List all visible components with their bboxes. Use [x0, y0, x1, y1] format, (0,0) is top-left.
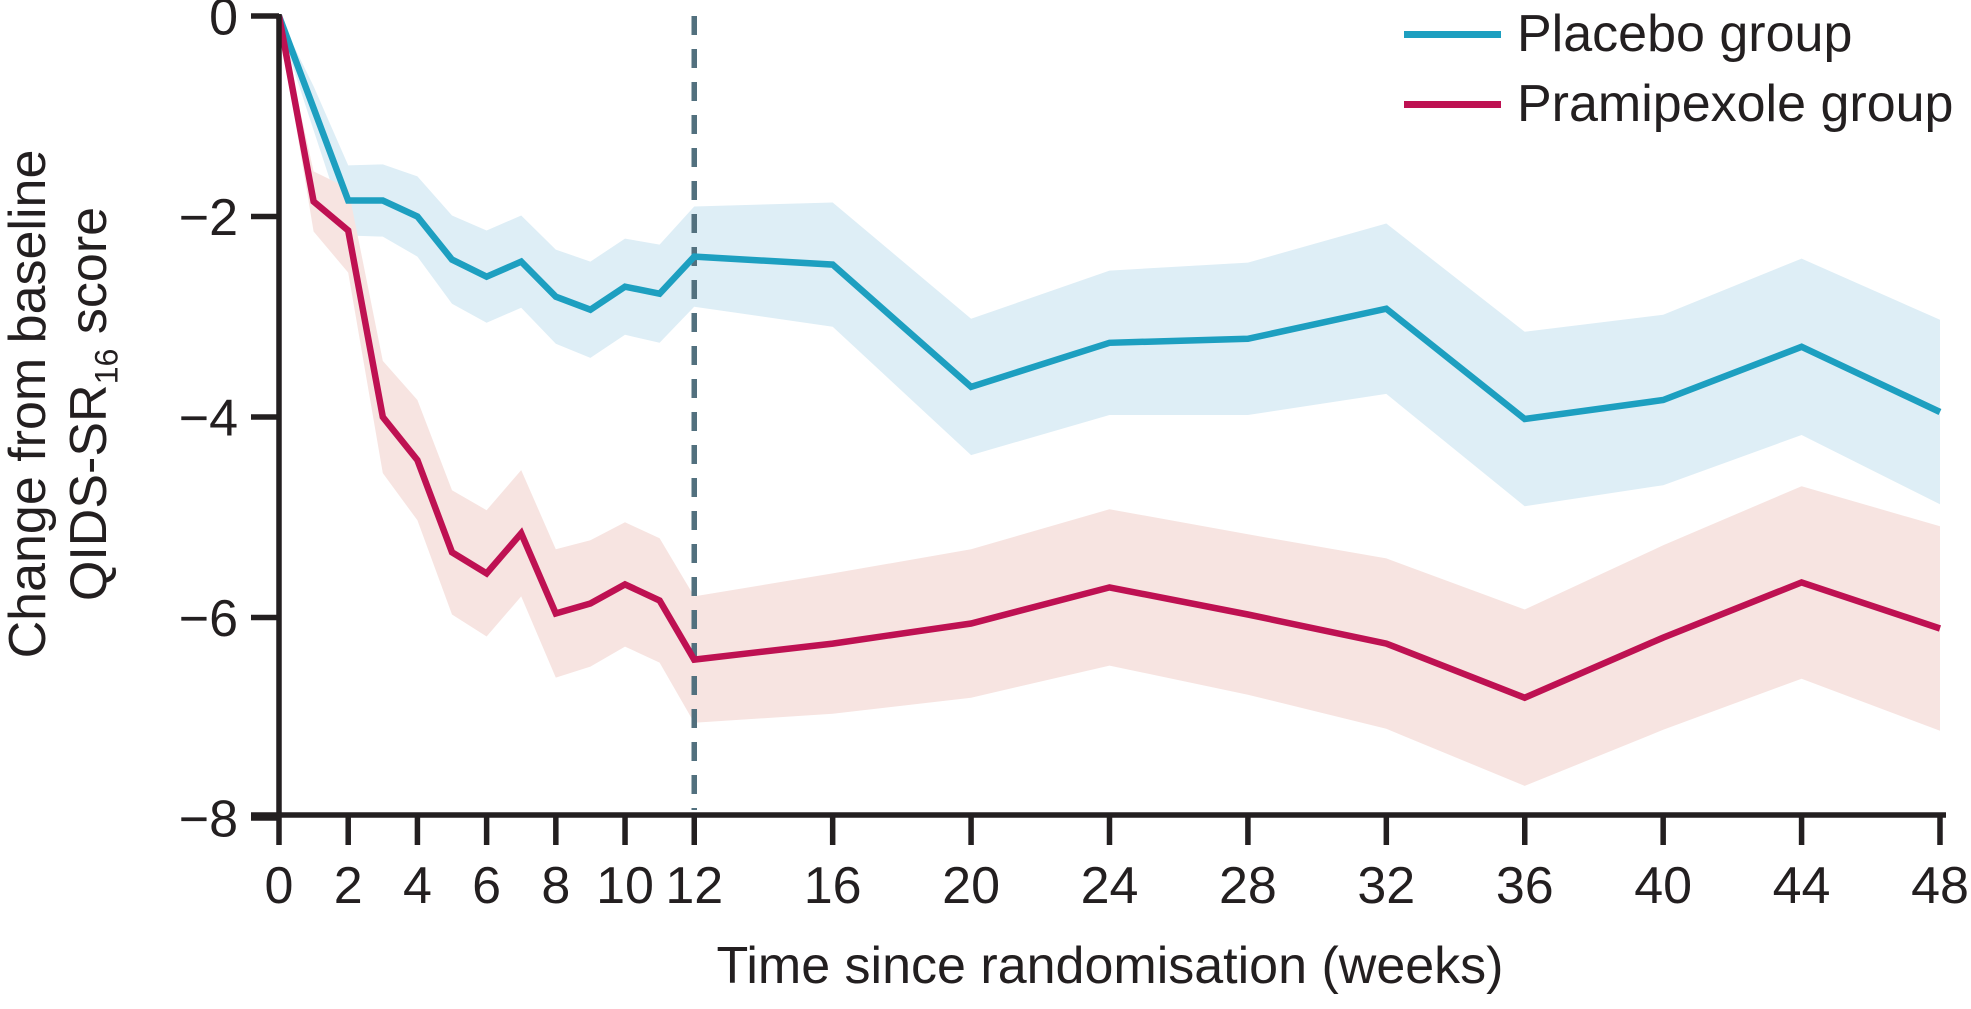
x-tick-label: 8	[541, 857, 570, 915]
y-tick-label: 0	[209, 0, 238, 47]
x-tick-label: 44	[1773, 857, 1831, 915]
x-tick-label: 16	[804, 857, 862, 915]
y-tick-label: −4	[179, 390, 238, 448]
y-axis-title: Change from baseline QIDS-SR16 score	[0, 150, 126, 659]
x-tick-label: 48	[1911, 857, 1969, 915]
y-tick-label: −6	[179, 590, 238, 648]
x-tick-label: 40	[1634, 857, 1692, 915]
x-tick-label: 12	[665, 857, 723, 915]
x-tick-label: 2	[334, 857, 363, 915]
legend-item-placebo: Placebo group	[1404, 4, 1953, 64]
x-axis-title: Time since randomisation (weeks)	[716, 937, 1504, 995]
x-tick-label: 10	[596, 857, 654, 915]
y-tick-label: −2	[179, 189, 238, 247]
x-tick-label: 6	[472, 857, 501, 915]
legend-label-pramipexole: Pramipexole group	[1517, 75, 1954, 133]
x-tick-label: 20	[942, 857, 1000, 915]
y-axis-title-line1: Change from baseline	[0, 149, 58, 659]
pramipexole-line	[275, 15, 1942, 702]
placebo-line-swatch	[1404, 30, 1501, 38]
pramipexole-confidence-band	[279, 16, 1940, 786]
x-tick-label: 4	[403, 857, 432, 915]
y-axis-title-line2: QIDS-SR16 score	[60, 206, 125, 602]
x-tick-label: 32	[1357, 857, 1415, 915]
legend-label-placebo: Placebo group	[1517, 5, 1853, 63]
legend-item-pramipexole: Pramipexole group	[1404, 74, 1953, 134]
legend: Placebo group Pramipexole group	[1404, 4, 1953, 134]
placebo-confidence-band	[279, 16, 1940, 507]
x-tick-label: 0	[265, 857, 294, 915]
x-tick-label: 24	[1081, 857, 1139, 915]
subscript-16: 16	[88, 348, 125, 385]
x-tick-label: 36	[1496, 857, 1554, 915]
placebo-line	[275, 14, 1942, 423]
x-tick-label: 28	[1219, 857, 1277, 915]
y-tick-label: −8	[179, 791, 238, 849]
pramipexole-line-swatch	[1404, 100, 1501, 108]
